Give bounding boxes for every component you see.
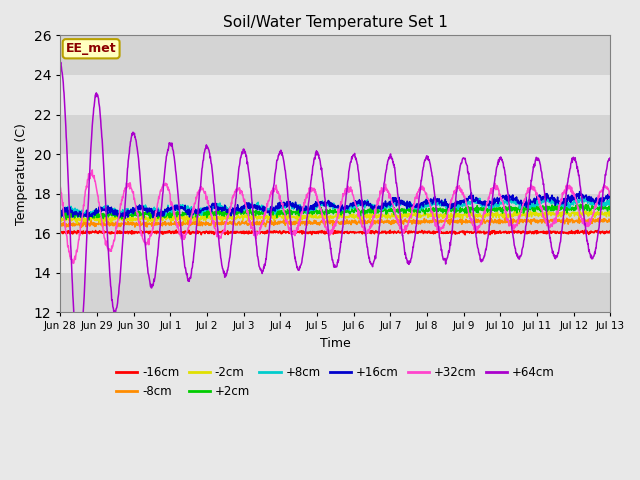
- Text: EE_met: EE_met: [66, 42, 116, 55]
- Bar: [60, 233, 611, 273]
- Title: Soil/Water Temperature Set 1: Soil/Water Temperature Set 1: [223, 15, 448, 30]
- Bar: [60, 115, 611, 154]
- X-axis label: Time: Time: [320, 337, 351, 350]
- Bar: [60, 273, 611, 312]
- Y-axis label: Temperature (C): Temperature (C): [15, 123, 28, 225]
- Legend: -16cm, -8cm, -2cm, +2cm, +8cm, +16cm, +32cm, +64cm: -16cm, -8cm, -2cm, +2cm, +8cm, +16cm, +3…: [111, 361, 559, 403]
- Bar: [60, 194, 611, 233]
- Bar: [60, 75, 611, 115]
- Bar: [60, 36, 611, 75]
- Bar: [60, 154, 611, 194]
